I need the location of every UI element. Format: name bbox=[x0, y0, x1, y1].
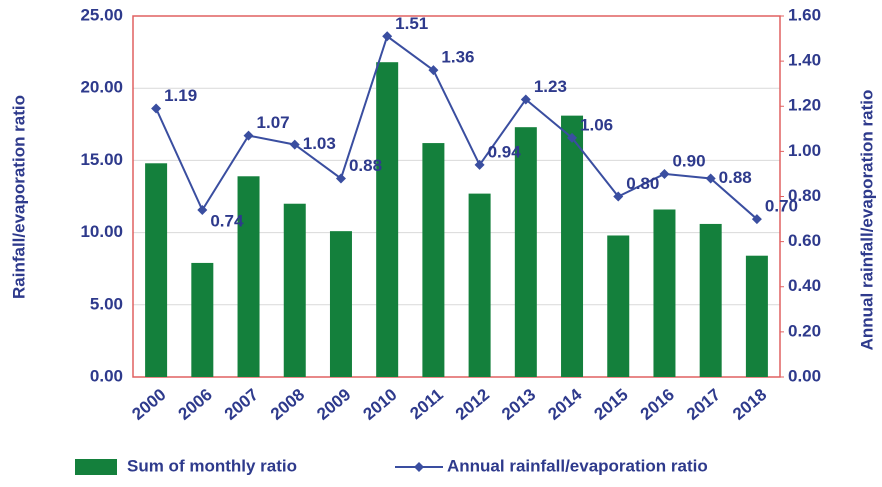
data-label: 1.51 bbox=[395, 14, 428, 33]
x-tick-label: 2016 bbox=[637, 385, 678, 424]
y-tick-label: 5.00 bbox=[90, 294, 123, 313]
data-label: 0.94 bbox=[488, 142, 522, 161]
data-label: 0.88 bbox=[349, 156, 382, 175]
y2-axis-label: Annual rainfall/evaporation ratio bbox=[857, 90, 876, 351]
legend-label: Sum of monthly ratio bbox=[127, 456, 297, 475]
bar bbox=[699, 223, 722, 377]
y-tick-label: 10.00 bbox=[80, 222, 123, 241]
bar bbox=[376, 62, 399, 377]
y-tick-label: 20.00 bbox=[80, 78, 123, 97]
line-marker bbox=[705, 173, 716, 184]
x-tick-label: 2009 bbox=[313, 385, 354, 424]
legend-marker bbox=[414, 462, 424, 472]
x-tick-label: 2000 bbox=[128, 385, 169, 424]
line-marker bbox=[243, 130, 254, 141]
y-tick-label: 25.00 bbox=[80, 5, 123, 24]
y2-tick-label: 1.60 bbox=[788, 5, 821, 24]
line-marker bbox=[335, 173, 346, 184]
line bbox=[155, 34, 758, 220]
y2-tick-label: 0.60 bbox=[788, 231, 821, 250]
x-tick-label: 2008 bbox=[267, 385, 308, 424]
line-marker bbox=[474, 159, 485, 170]
data-label: 0.74 bbox=[210, 212, 244, 231]
legend-label: Annual rainfall/evaporation ratio bbox=[447, 456, 708, 475]
line-marker bbox=[428, 65, 439, 76]
line-marker bbox=[289, 139, 300, 150]
bar bbox=[745, 255, 768, 377]
y2-tick-label: 1.00 bbox=[788, 141, 821, 160]
x-tick-label: 2010 bbox=[359, 385, 400, 424]
y-axis-label: Rainfall/evaporation ratio bbox=[9, 95, 28, 299]
legend-swatch bbox=[75, 459, 117, 475]
bar bbox=[514, 127, 537, 377]
y2-tick-label: 0.40 bbox=[788, 276, 821, 295]
bar bbox=[237, 176, 260, 377]
data-label: 1.23 bbox=[534, 77, 567, 96]
data-label: 1.03 bbox=[303, 134, 336, 153]
y2-tick-label: 0.80 bbox=[788, 186, 821, 205]
y-tick-label: 0.00 bbox=[90, 366, 123, 385]
x-tick-label: 2011 bbox=[406, 385, 446, 423]
x-tick-label: 2014 bbox=[544, 385, 586, 424]
y2-tick-label: 0.20 bbox=[788, 321, 821, 340]
y2-tick-label: 1.20 bbox=[788, 96, 821, 115]
line-marker bbox=[520, 94, 531, 105]
x-tick-label: 2007 bbox=[221, 385, 262, 424]
x-tick-label: 2017 bbox=[683, 385, 724, 424]
bar bbox=[329, 231, 352, 377]
bar bbox=[607, 235, 630, 377]
bar bbox=[191, 262, 214, 377]
data-label: 0.80 bbox=[626, 174, 659, 193]
line-marker bbox=[751, 214, 762, 225]
data-label: 1.19 bbox=[164, 86, 197, 105]
x-tick-label: 2013 bbox=[498, 385, 539, 424]
bar bbox=[145, 163, 168, 377]
bar bbox=[422, 143, 445, 377]
data-label: 1.36 bbox=[441, 48, 474, 67]
bar bbox=[561, 115, 584, 378]
plot-border bbox=[132, 15, 781, 378]
data-label: 0.88 bbox=[719, 168, 752, 187]
line-marker bbox=[151, 103, 162, 114]
y-tick-label: 15.00 bbox=[80, 150, 123, 169]
data-label: 0.70 bbox=[765, 197, 798, 216]
x-tick-label: 2018 bbox=[729, 385, 770, 424]
x-tick-label: 2012 bbox=[452, 385, 493, 424]
line-marker bbox=[613, 191, 624, 202]
y2-tick-label: 0.00 bbox=[788, 366, 821, 385]
line-marker bbox=[382, 31, 393, 42]
line-marker bbox=[197, 205, 208, 216]
data-label: 1.07 bbox=[257, 113, 290, 132]
data-label: 0.90 bbox=[672, 151, 705, 170]
y2-tick-label: 1.40 bbox=[788, 51, 821, 70]
line-marker bbox=[659, 168, 670, 179]
data-label: 1.06 bbox=[580, 115, 613, 134]
bar bbox=[283, 203, 306, 377]
bar bbox=[468, 193, 491, 377]
bar bbox=[653, 209, 676, 377]
x-tick-label: 2015 bbox=[591, 385, 632, 424]
line-marker bbox=[567, 132, 578, 143]
x-tick-label: 2006 bbox=[175, 385, 216, 424]
